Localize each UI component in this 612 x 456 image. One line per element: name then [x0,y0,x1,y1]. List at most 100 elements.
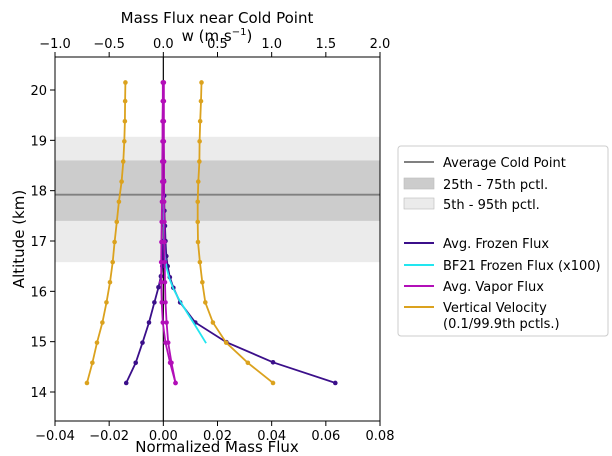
data-point [197,118,203,124]
legend-label: Avg. Frozen Flux [443,237,549,252]
legend-swatch [403,197,435,210]
series-vertical-velocity [195,80,276,386]
data-point [195,239,201,245]
data-point [122,118,128,124]
x-tick-label: 0.08 [366,429,395,444]
data-point [270,380,276,386]
data-point [210,320,216,325]
data-point [165,340,171,345]
data-point [195,219,201,225]
data-point [169,360,174,366]
data-point [163,300,168,305]
x-tick-label: 0.06 [311,429,340,444]
data-point [146,320,152,325]
legend-item-25th-75th-pctl: 25th - 75th pctl. [403,177,548,193]
data-point [107,279,113,285]
data-point [173,380,178,386]
data-point [119,179,124,184]
data-point [133,360,139,366]
data-series [84,80,338,386]
data-point [158,259,164,265]
x-axis-label: Normalized Mass Flux [135,438,299,456]
data-point [159,300,165,305]
data-point [161,179,167,184]
y-tick-label: 18 [30,185,47,200]
top-axis-label-close: ) [246,27,252,45]
top-tick-label: 1.0 [261,37,282,52]
legend-item-vertical-velocity: Vertical Velocity(0.1/99.9th pctls.) [404,301,560,332]
data-point [198,98,204,104]
legend: Average Cold Point 25th - 75th pctl. 5th -… [397,145,609,337]
y-tick-label: 15 [30,336,47,351]
top-tick-label: 1.5 [315,37,336,52]
data-point [116,199,122,205]
x-tick-label: −0.04 [35,429,75,444]
data-point [114,219,120,225]
legend-item-average-cold-point: Average Cold Point [404,156,566,171]
data-point [90,360,95,366]
data-point [333,380,338,386]
chart-title: Mass Flux near Cold Point [121,9,314,27]
data-point [156,285,161,290]
y-axis-label: Altitude (km) [10,190,28,288]
legend-swatch [403,177,435,190]
data-point [161,199,167,205]
data-point [94,340,100,345]
data-point [112,239,117,245]
series-vertical-velocity-lower [84,80,128,386]
legend-label: 5th - 95th pctl. [443,198,540,213]
series-line [162,82,177,384]
data-point [122,139,127,144]
data-point [161,139,167,144]
legend-label: Avg. Vapor Flux [443,280,544,295]
data-point [164,320,169,325]
data-point [123,80,128,85]
series-avg-vapor-flux-positive [161,80,178,386]
band-25th-75th-pctl [55,160,380,221]
data-point [100,320,105,325]
top-axis-label-main: w (m s [182,27,232,45]
data-point [162,259,167,265]
legend-label: 25th - 75th pctl. [443,178,548,193]
data-point [122,98,128,104]
legend-box [397,145,609,337]
data-point [84,380,90,386]
data-point [104,300,109,305]
x-tick-label: 0.00 [149,429,178,444]
data-point [245,360,251,366]
percentile-bands [55,57,380,421]
top-axis-label: w (m s−1) [182,27,253,45]
data-point [270,360,276,365]
top-tick-label: 2.0 [370,37,391,52]
x-tick-label: 0.02 [203,429,232,444]
x-tick-label: 0.04 [257,429,286,444]
y-tick-label: 19 [30,134,47,149]
legend-label: BF21 Frozen Flux (x100) [443,259,601,274]
data-point [161,80,167,85]
data-point [161,98,167,104]
top-tick-label: 0.0 [153,37,174,52]
legend-item-bf21-frozen-flux-x100: BF21 Frozen Flux (x100) [404,259,601,274]
y-tick-label: 17 [30,235,47,250]
x-tick-label: −0.02 [89,429,129,444]
data-point [197,159,202,164]
series-line [125,240,164,384]
data-point [120,159,126,164]
top-tick-label: −1.0 [39,37,71,52]
legend-item-avg-frozen-flux: Avg. Frozen Flux [404,237,549,252]
data-point [203,300,208,305]
data-point [161,159,167,164]
data-point [160,320,166,325]
data-point [162,219,167,225]
top-axis-label-exponent: −1 [232,27,247,38]
legend-label: Average Cold Point [443,156,566,171]
legend-label-line2: (0.1/99.9th pctls.) [443,317,560,332]
data-point [195,179,201,184]
top-tick-label: 0.5 [207,37,228,52]
data-point [162,239,167,245]
y-tick-label: 20 [30,84,47,99]
data-point [152,300,157,305]
data-point [223,340,229,345]
legend-item-avg-vapor-flux: Avg. Vapor Flux [404,280,544,295]
data-point [197,139,202,144]
